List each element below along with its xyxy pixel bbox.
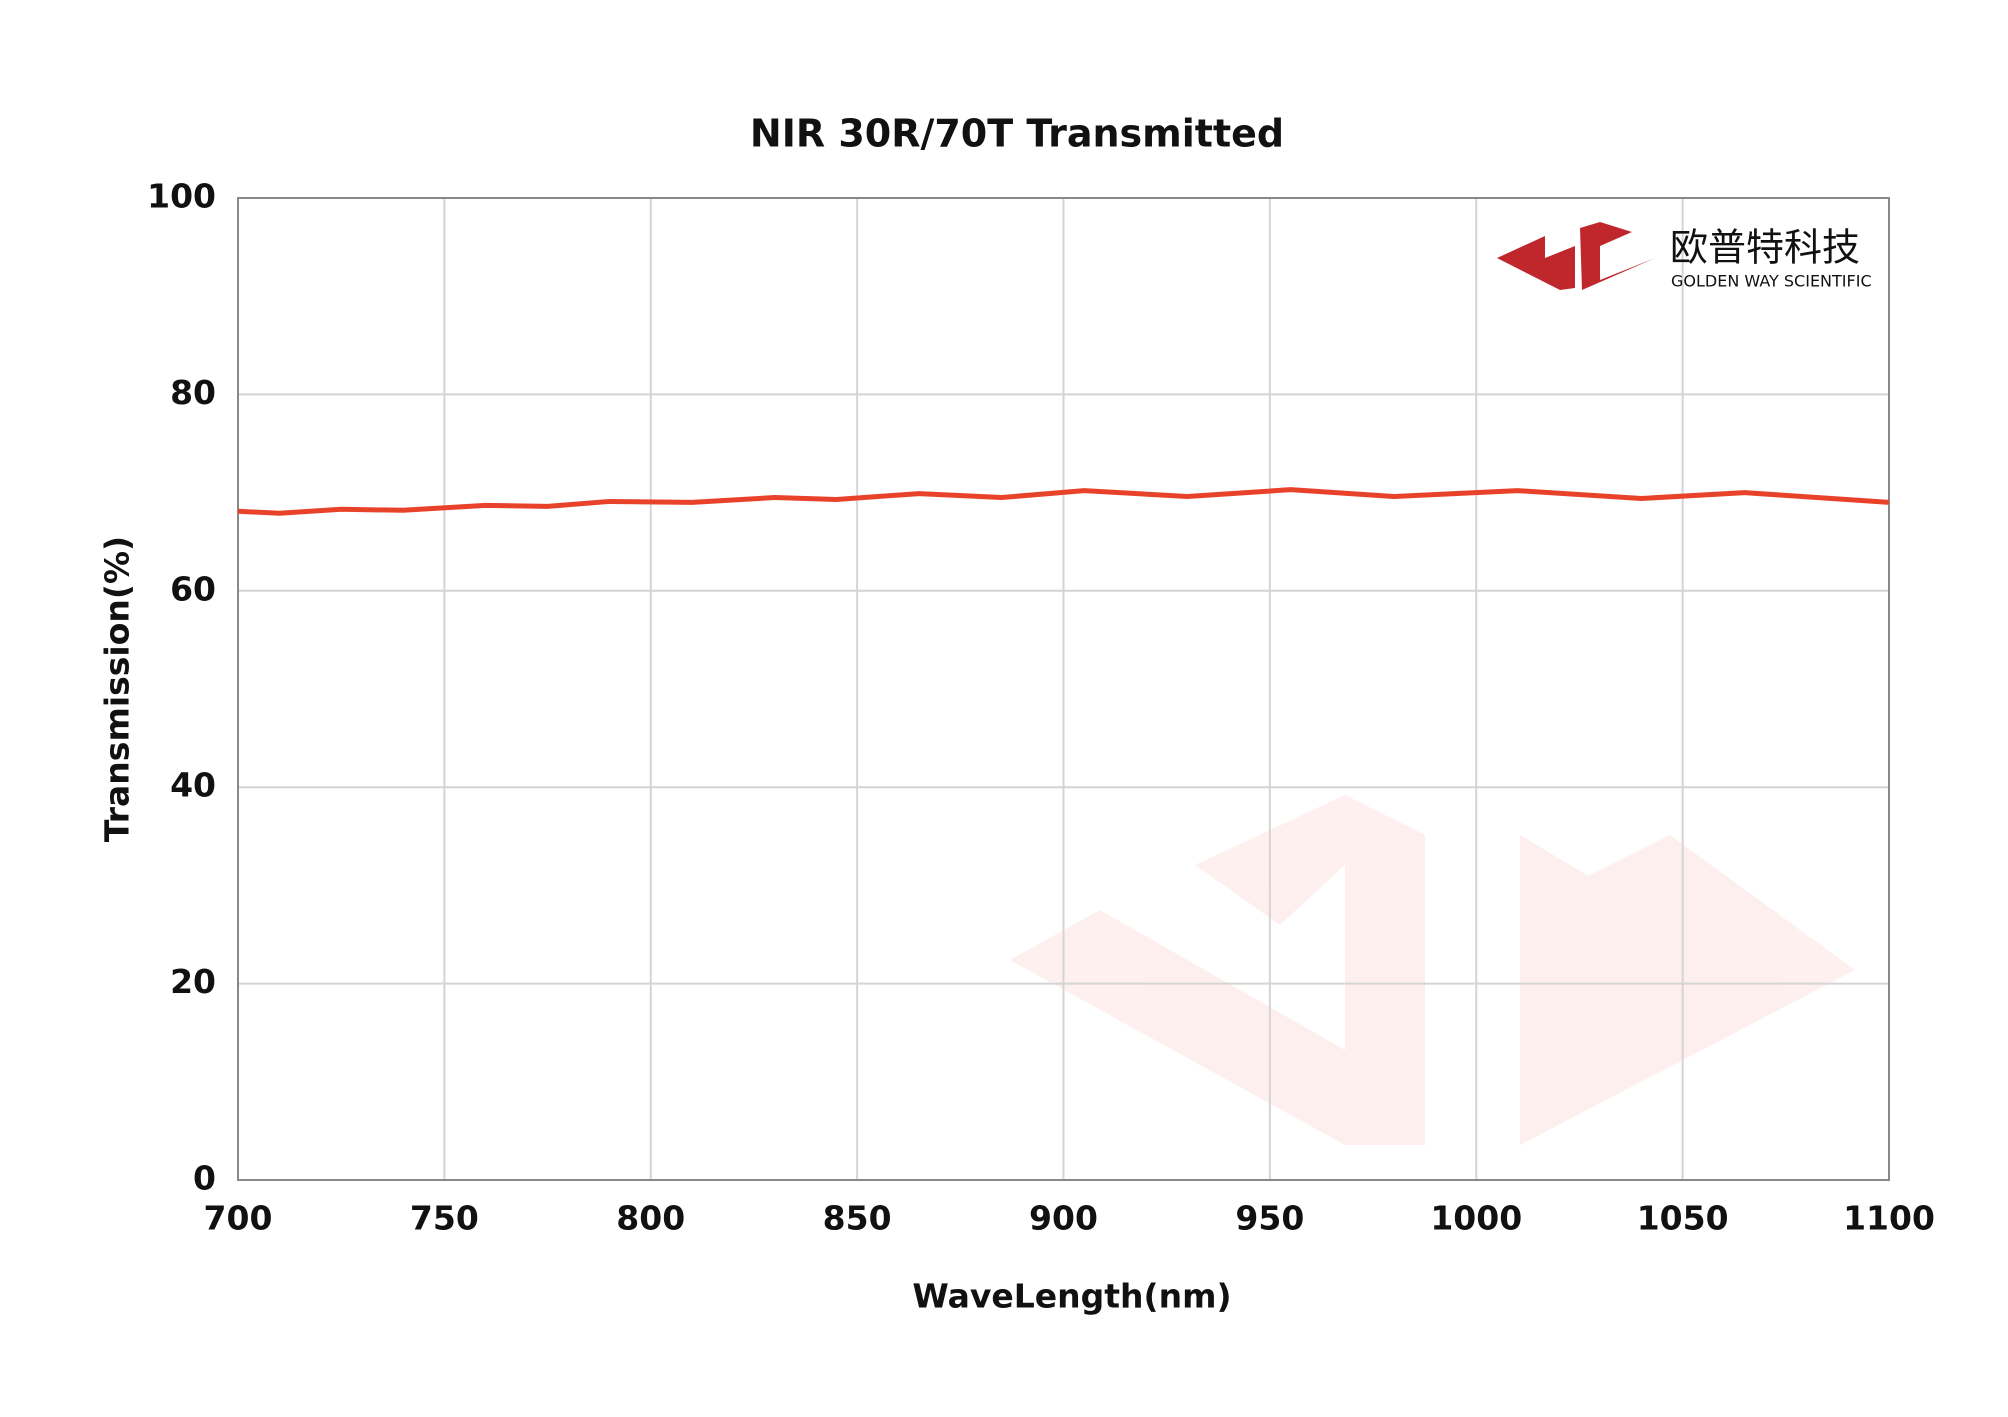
y-tick-label: 60	[170, 569, 216, 608]
logo-name: 欧普特科技	[1670, 226, 1860, 270]
y-tick-label: 0	[193, 1159, 216, 1198]
y-tick-label: 80	[170, 373, 216, 412]
logo-tagline: GOLDEN WAY SCIENTIFIC	[1671, 272, 1872, 291]
y-tick-label: 40	[170, 766, 216, 805]
x-tick-label: 700	[204, 1199, 273, 1238]
y-tick-label: 20	[170, 962, 216, 1001]
x-tick-label: 950	[1235, 1199, 1304, 1238]
chart-title: NIR 30R/70T Transmitted	[750, 112, 1284, 156]
x-tick-label: 1100	[1843, 1199, 1935, 1238]
x-tick-label: 900	[1029, 1199, 1098, 1238]
x-tick-label: 1050	[1637, 1199, 1729, 1238]
x-tick-label: 850	[823, 1199, 892, 1238]
x-axis-label: WaveLength(nm)	[912, 1277, 1231, 1316]
watermark	[1010, 795, 1855, 1145]
logo-mark	[1497, 236, 1575, 290]
plot-frame	[237, 197, 1890, 1181]
logo-mark	[1580, 222, 1655, 290]
y-axis-label: Transmission(%)	[98, 536, 137, 842]
y-tick-label: 100	[147, 177, 216, 216]
x-tick-label: 1000	[1430, 1199, 1522, 1238]
data-line	[237, 487, 1890, 516]
x-tick-label: 800	[616, 1199, 685, 1238]
x-tick-label: 750	[410, 1199, 479, 1238]
logo: 欧普特科技 GOLDEN WAY SCIENTIFIC	[1497, 222, 1872, 291]
